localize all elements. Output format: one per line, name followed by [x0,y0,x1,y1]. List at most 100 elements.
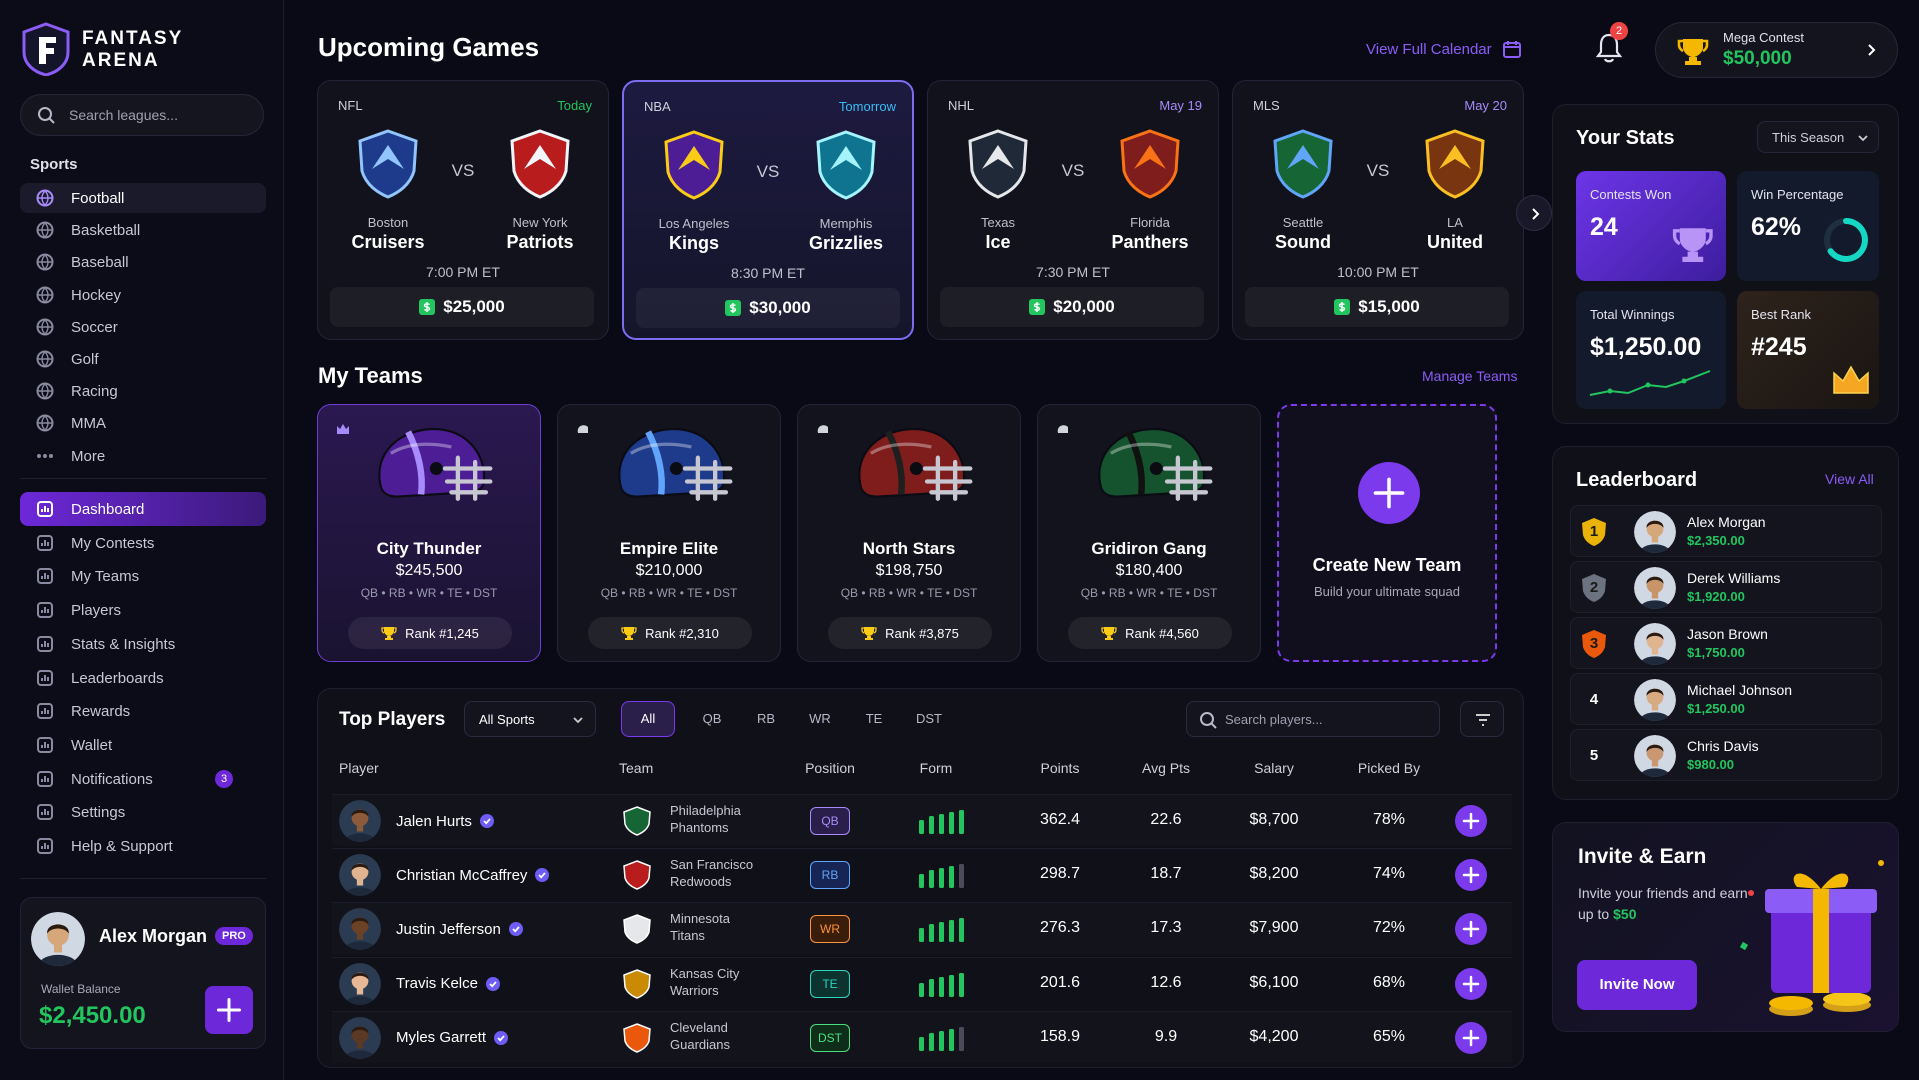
position-badge: RB [810,861,850,890]
game-card[interactable]: NHL May 19 Texas Ice Florida Panthers VS 7:30 P… [927,80,1219,340]
sport-item[interactable]: More [20,441,266,471]
nav-item[interactable]: Settings [20,795,266,829]
icon-shape [351,918,369,926]
sport-item[interactable]: Basketball [20,215,266,245]
nav-item[interactable]: Help & Support [20,829,266,863]
column-header: Salary [1254,760,1294,776]
sport-item[interactable]: Racing [20,376,266,406]
add-funds-button[interactable] [205,986,253,1034]
icon-shape [41,809,49,816]
sport-item[interactable]: MMA [20,408,266,438]
stats-panel: Your Stats This Season Contests Won 24 Win P… [1552,104,1899,424]
team-city: Los Angeles [658,216,730,231]
game-card[interactable]: NBA Tomorrow Los Angeles Kings Memphis Grizzl… [622,80,914,340]
icon-shape [41,506,49,512]
sport-filter[interactable]: All Sports [464,701,596,737]
stat-value: 24 [1590,213,1618,241]
sport-item[interactable]: Hockey [20,280,266,310]
icon-shape [1769,996,1813,1010]
sport-icon [36,414,54,432]
nav-item[interactable]: Notifications 3 [20,762,266,796]
nav-item[interactable]: Players [20,593,266,627]
nav-item[interactable]: Stats & Insights [20,627,266,661]
team-city: Seattle [1282,215,1324,230]
nav-item[interactable]: Wallet [20,728,266,762]
stat-label: Contests Won [1590,187,1672,202]
team-card[interactable]: City Thunder $245,500 QB • RB • WR • TE • … [317,404,541,662]
sport-label: More [71,447,106,465]
mega-contest-card[interactable]: Mega Contest $50,000 [1655,22,1898,78]
nav-item[interactable]: Leaderboards [20,661,266,695]
add-player-button[interactable] [1455,1021,1487,1054]
filter-button[interactable] [1460,701,1504,737]
icon-shape [497,1035,505,1042]
next-games-button[interactable] [1516,195,1552,231]
search-leagues[interactable]: Search leagues... [20,94,264,136]
search-players[interactable]: Search players... [1186,701,1440,737]
icon-shape [339,854,381,897]
icon-shape [623,1022,651,1053]
period-dropdown[interactable]: This Season [1757,121,1879,153]
view-all-link[interactable]: View All [1825,471,1874,487]
team-logo [1273,129,1333,199]
icon-shape [356,933,364,940]
stat-label: Total Winnings [1590,307,1675,322]
sport-item[interactable]: Golf [20,344,266,374]
icon-shape [1634,623,1676,665]
icon-shape [1646,744,1664,762]
nav-item[interactable]: My Contests [20,526,266,560]
sport-item[interactable]: Baseball [20,247,266,277]
position-tab[interactable]: WR [809,711,831,726]
add-player-button[interactable] [1455,805,1487,837]
form-bars [919,918,964,943]
icon-shape [356,1041,364,1049]
team-card[interactable]: Gridiron Gang $180,400 QB • RB • WR • TE •… [1037,404,1261,662]
icon-shape [390,442,452,455]
icon-shape [1200,712,1214,726]
avatar [339,908,381,951]
icon-shape [49,453,53,458]
league: NHL [948,98,975,113]
form-bar [929,978,934,997]
add-player-button[interactable] [1455,913,1487,946]
invite-panel: Invite & Earn Invite your friends and ear… [1552,822,1899,1032]
column-header: Form [919,760,953,776]
add-player-button[interactable] [1455,967,1487,1000]
icon-shape [356,879,364,886]
nav-item[interactable]: Rewards [20,694,266,728]
manage-teams-link[interactable]: Manage Teams [1422,368,1518,384]
nav-item[interactable]: My Teams [20,559,266,593]
add-player-button[interactable] [1455,859,1487,892]
game-card[interactable]: NFL Today Boston Cruisers New York Patriots VS… [317,80,609,340]
team-positions: QB • RB • WR • TE • DST [360,586,498,600]
league: NBA [644,99,671,114]
sport-item[interactable]: Soccer [20,312,266,342]
position-tab[interactable]: QB [702,711,722,726]
position-tab[interactable]: TE [865,711,883,726]
sport-item[interactable]: Football [20,183,266,213]
position-tab[interactable]: DST [916,711,942,726]
icon-shape [41,674,49,681]
versus: VS [451,161,475,180]
team-card[interactable]: North Stars $198,750 QB • RB • WR • TE • D… [797,404,1021,662]
game-card[interactable]: MLS May 20 Seattle Sound LA United VS 10:00 PM … [1232,80,1524,340]
icon-shape [41,539,49,546]
position-tab[interactable]: RB [756,711,776,726]
team-card[interactable]: Empire Elite $210,000 QB • RB • WR • TE • … [557,404,781,662]
stat-picked-by: 68% [1372,973,1406,991]
icon-shape [1125,430,1145,495]
create-team-card[interactable]: Create New Team Build your ultimate squad [1277,404,1497,662]
position-tab[interactable]: All [621,701,675,737]
rank-number: 4 [1589,691,1599,708]
column-header: Team [619,760,654,776]
form-bar [949,1028,954,1051]
invite-button[interactable]: Invite Now [1577,960,1697,1010]
sparkline [1589,370,1711,396]
nav-label: Dashboard [71,501,145,518]
player-name-row: Justin Jefferson [396,918,523,940]
icon-shape [38,107,52,121]
leaderboard-row: 1 Alex Morgan $2,350.00 [1570,505,1882,557]
nav-item[interactable]: Dashboard [20,492,266,526]
view-calendar-link[interactable]: View Full Calendar [1366,41,1492,58]
form-bar [919,820,924,834]
